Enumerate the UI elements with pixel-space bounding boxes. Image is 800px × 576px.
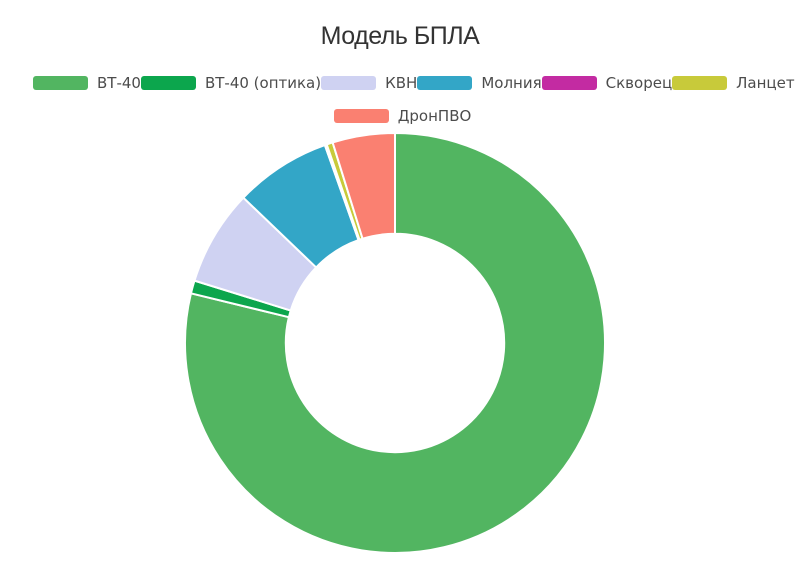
chart-legend: ВТ-40 ВТ-40 (оптика) КВН Молния Скворец Ланце… (33, 74, 795, 125)
chart-title: Модель БПЛА (320, 22, 480, 50)
legend-label: Скворец (605, 74, 673, 92)
legend-label: Ланцет (736, 74, 795, 92)
legend-swatch (672, 76, 728, 90)
legend-item-2[interactable]: ВТ-40 (оптика) (140, 74, 322, 92)
legend-item-3[interactable]: КВН (321, 74, 417, 92)
legend-swatch (140, 76, 196, 90)
legend-swatch (541, 76, 597, 90)
legend-item-5[interactable]: Скворец (541, 74, 673, 92)
legend-item-4[interactable]: Молния (417, 74, 542, 92)
legend-row-2: ДронПВО (33, 107, 772, 125)
legend-label: Молния (481, 74, 542, 92)
legend-label: КВН (385, 74, 418, 92)
legend-swatch (33, 76, 88, 90)
legend-item-7[interactable]: ДронПВО (333, 107, 472, 125)
legend-swatch (333, 109, 389, 123)
pie-slice-7[interactable] (331, 132, 396, 240)
legend-swatch (321, 76, 377, 90)
pie-slice-1[interactable] (184, 132, 606, 554)
legend-label: ВТ-40 (97, 74, 141, 92)
legend-item-1[interactable]: ВТ-40 (33, 74, 141, 92)
legend-item-6[interactable]: Ланцет (672, 74, 795, 92)
legend-label: ДронПВО (397, 107, 472, 125)
legend-label: ВТ-40 (оптика) (204, 74, 322, 92)
legend-row-1: ВТ-40 ВТ-40 (оптика) КВН Молния Скворец Ланце… (33, 74, 795, 92)
legend-swatch (417, 76, 473, 90)
